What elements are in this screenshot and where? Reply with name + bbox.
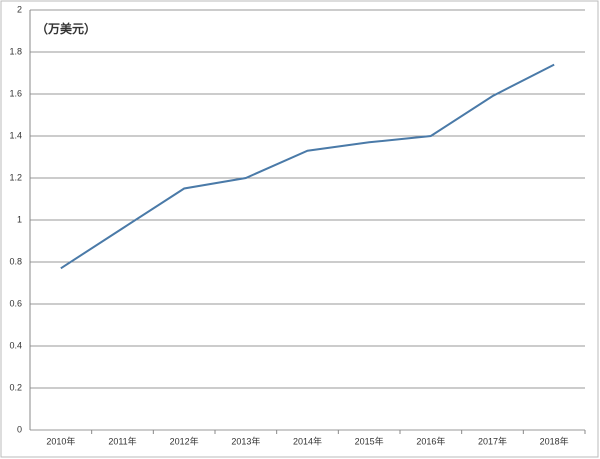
y-tick-label: 1.4	[9, 130, 22, 140]
x-tick-label: 2017年	[478, 435, 507, 446]
x-tick-label: 2016年	[416, 435, 445, 446]
series-line	[60, 63, 555, 270]
x-tick-label: 2015年	[355, 435, 384, 446]
y-tick-label: 0.6	[9, 298, 22, 308]
y-tick-label: 1.2	[9, 172, 22, 182]
x-tick-label: 2012年	[170, 435, 199, 446]
y-tick-label: 0.4	[9, 340, 22, 350]
y-tick-label: 2	[17, 4, 22, 14]
x-tick-label: 2014年	[293, 435, 322, 446]
x-tick-label: 2013年	[231, 435, 260, 446]
y-tick-label: 0	[17, 424, 22, 434]
x-tick-label: 2011年	[108, 435, 136, 446]
y-tick-label: 0.8	[9, 256, 22, 266]
x-tick-label: 2010年	[46, 435, 75, 446]
y-tick-label: 1	[17, 214, 22, 224]
unit-annotation: （万美元）	[36, 21, 96, 36]
y-tick-label: 1.8	[9, 46, 22, 56]
y-tick-label: 1.6	[9, 88, 22, 98]
x-tick-label: 2018年	[540, 435, 569, 446]
y-tick-label: 0.2	[9, 382, 22, 392]
